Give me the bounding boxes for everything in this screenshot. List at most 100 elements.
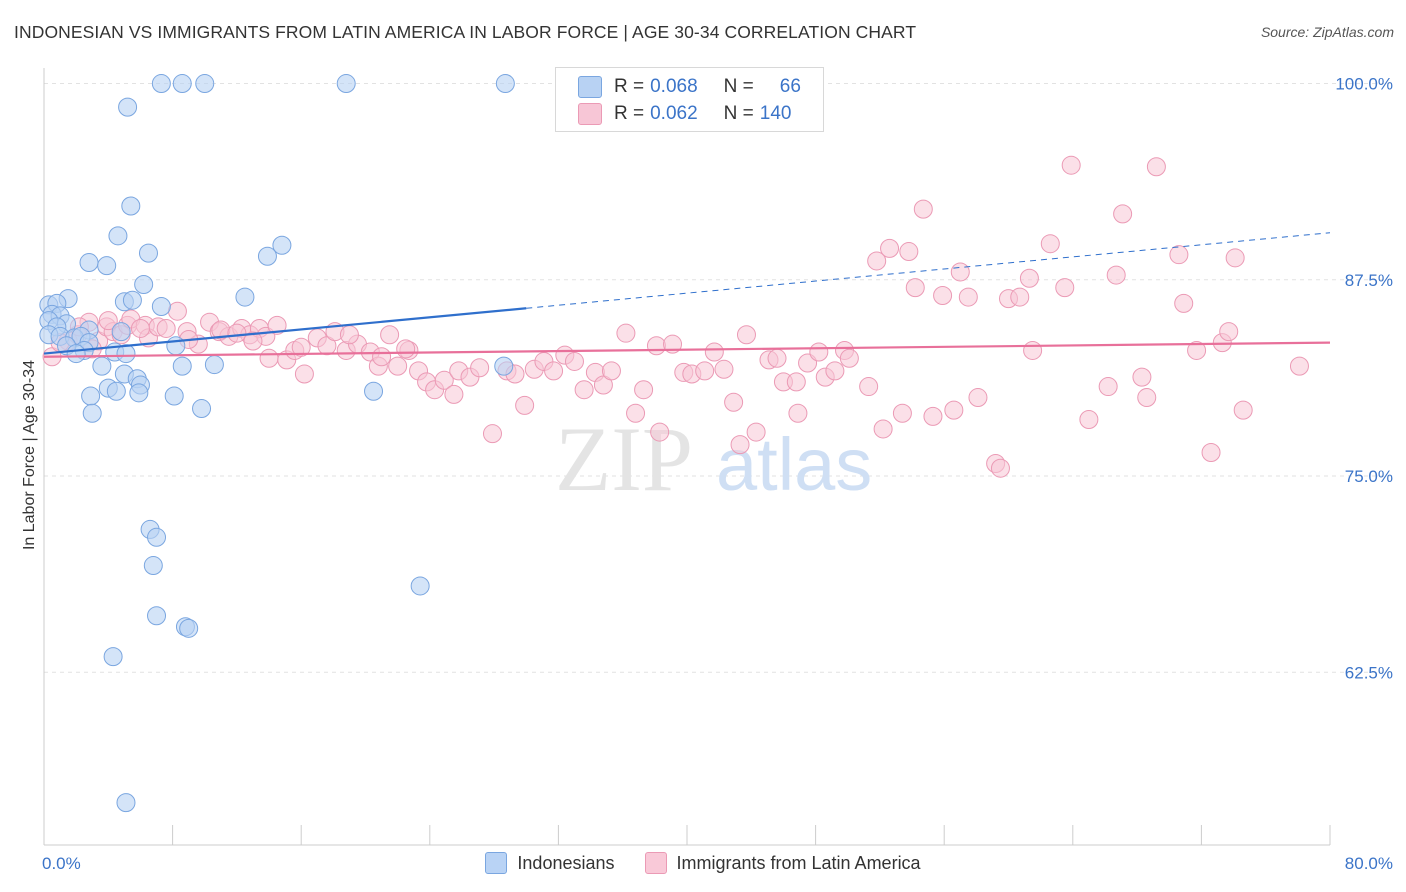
legend-swatch-blue [485,852,508,874]
data-point-latin-america [736,325,756,345]
source-label: Source: ZipAtlas.com [1260,24,1394,40]
data-point-latin-america [944,400,964,420]
trend-line-indonesian-projection [526,232,1331,309]
data-point-latin-america [380,325,400,345]
data-point-latin-america [913,199,933,219]
data-point-indonesian [147,606,167,626]
data-point-indonesian [97,256,117,276]
data-point-latin-america [291,337,311,357]
data-point-indonesian [79,253,99,273]
data-point-latin-america [1169,245,1189,265]
data-point-latin-america [634,380,654,400]
data-point-indonesian [147,527,167,547]
data-point-indonesian [172,356,192,376]
data-point-indonesian [204,355,224,375]
data-point-latin-america [396,339,416,359]
data-point-latin-america [873,419,893,439]
data-point-latin-america [1137,388,1157,408]
data-point-latin-america [372,347,392,367]
n-value: 140 [759,103,792,124]
x-tick-label: 80.0% [1345,854,1393,873]
stats-legend: R = 0.068 N = 66 R = 0.062 N = 140 [555,67,824,132]
data-point-indonesian [410,576,430,596]
data-point-latin-america [130,318,150,338]
data-point-indonesian [495,74,515,94]
data-point-latin-america [859,377,879,397]
data-point-indonesian [257,246,277,266]
data-point-latin-america [1174,293,1194,313]
data-point-indonesian [66,344,86,364]
data-point-latin-america [259,348,279,368]
data-point-indonesian [121,196,141,216]
data-point-indonesian [195,74,215,94]
data-point-latin-america [601,361,621,381]
data-point-latin-america [574,380,594,400]
data-point-latin-america [470,358,490,378]
watermark-zip: ZIP [555,408,693,510]
x-tick-label: 0.0% [42,854,81,873]
chart-title: INDONESIAN VS IMMIGRANTS FROM LATIN AMER… [14,22,917,42]
data-point-indonesian [116,344,136,364]
data-point-latin-america [990,458,1010,478]
data-point-latin-america [267,315,287,335]
legend-item-indonesians[interactable]: Indonesians [485,852,615,874]
data-point-latin-america [950,262,970,282]
data-point-latin-america [1219,322,1239,342]
n-value: 66 [779,76,801,97]
data-point-latin-america [1079,410,1099,430]
data-point-latin-america [695,361,715,381]
data-point-latin-america [958,287,978,307]
data-point-indonesian [138,243,158,263]
data-point-latin-america [663,334,683,354]
y-tick-label: 100.0% [1335,75,1393,94]
data-point-latin-america [1010,287,1030,307]
data-point-indonesian [92,356,112,376]
data-point-indonesian [116,793,136,813]
data-point-latin-america [746,422,766,442]
data-point-latin-america [626,403,646,423]
data-point-latin-america [646,336,666,356]
data-point-latin-america [564,351,584,371]
data-point-indonesian [143,556,163,576]
data-point-latin-america [482,424,502,444]
data-point-latin-america [899,242,919,262]
data-point-latin-america [905,278,925,298]
data-point-latin-america [724,392,744,412]
data-point-latin-america [880,238,900,258]
data-point-latin-america [1019,268,1039,288]
data-point-latin-america [515,395,535,415]
trend-lines [43,232,1331,358]
data-point-latin-america [809,342,829,362]
data-point-latin-america [867,251,887,271]
data-point-indonesian [172,74,192,94]
y-tick-label: 75.0% [1345,467,1393,486]
y-tick-label: 62.5% [1345,663,1393,682]
data-point-indonesian [272,235,292,255]
axes [43,68,1331,846]
r-value: 0.062 [650,103,698,124]
data-point-latin-america [1187,340,1207,360]
stats-swatch-pink [578,103,602,125]
data-point-latin-america [98,311,118,331]
data-point-latin-america [317,336,337,356]
data-point-indonesian [164,386,184,406]
stats-swatch-blue [578,76,602,98]
data-point-latin-america [714,359,734,379]
data-point-indonesian [151,74,171,94]
legend-item-latin-america[interactable]: Immigrants from Latin America [644,852,921,874]
data-point-latin-america [1233,400,1253,420]
data-point-latin-america [1225,248,1245,268]
data-point-latin-america [243,331,263,351]
data-point-latin-america [923,406,943,426]
data-point-latin-america [1106,265,1126,285]
data-point-latin-america [786,372,806,392]
axis-labels: 62.5% 75.0% 87.5% 100.0% 0.0% 80.0% In Labor F… [21,75,1393,873]
data-point-latin-america [968,388,988,408]
trend-line-indonesian [43,307,527,355]
stats-row-indonesians: R = 0.068 N = 66 [578,73,801,101]
data-point-latin-america [650,422,670,442]
data-point-latin-america [156,318,176,338]
data-point-latin-america [227,323,247,343]
data-point-latin-america [1201,443,1221,462]
